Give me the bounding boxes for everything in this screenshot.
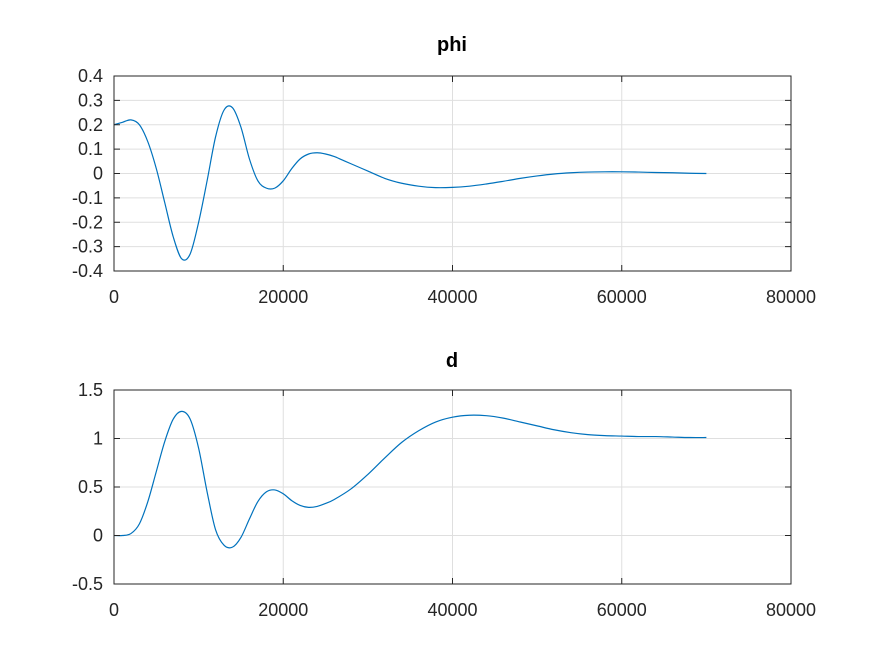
- y-tick-label: 1: [93, 429, 103, 449]
- y-tick-label: 0: [93, 526, 103, 546]
- x-tick-label: 0: [109, 287, 119, 307]
- y-tick-label: 0.3: [78, 90, 103, 110]
- x-tick-label: 60000: [597, 600, 647, 620]
- y-tick-label: 1.5: [78, 380, 103, 400]
- grid-lines: [113, 389, 792, 585]
- series-layer: [113, 410, 707, 549]
- series-layer: [113, 105, 707, 261]
- y-tick-label: -0.1: [72, 188, 103, 208]
- x-tick-label: 80000: [766, 600, 816, 620]
- y-tick-labels: 1.5 1 0.5 0 -0.5: [72, 380, 103, 594]
- y-tick-label: 0.1: [78, 139, 103, 159]
- x-tick-label: 80000: [766, 287, 816, 307]
- series-line: [113, 105, 707, 261]
- chart-title: d: [446, 350, 458, 372]
- x-tick-labels: 0 20000 40000 60000 80000: [109, 600, 816, 620]
- x-tick-labels: 0 20000 40000 60000 80000: [109, 287, 816, 307]
- y-tick-label: -0.3: [72, 237, 103, 257]
- y-tick-labels: 0.4 0.3 0.2 0.1 0 -0.1 -0.2 -0.3 -0.4: [72, 66, 103, 281]
- y-tick-label: 0: [93, 164, 103, 184]
- y-tick-label: 0.2: [78, 115, 103, 135]
- chart-title: phi: [437, 34, 467, 56]
- y-tick-label: -0.5: [72, 574, 103, 594]
- x-tick-label: 40000: [427, 287, 477, 307]
- x-tick-label: 0: [109, 600, 119, 620]
- y-tick-label: 0.4: [78, 66, 103, 86]
- y-tick-label: -0.2: [72, 212, 103, 232]
- series-line: [113, 410, 707, 549]
- tick-marks: [113, 389, 792, 585]
- x-tick-label: 60000: [597, 287, 647, 307]
- x-tick-label: 20000: [258, 287, 308, 307]
- x-tick-label: 20000: [258, 600, 308, 620]
- y-tick-label: -0.4: [72, 261, 103, 281]
- phi-subplot: phi 0 20000 40000 60000 80000 0.40.30.20.10-…: [72, 34, 816, 307]
- d-subplot: d 0 20000 40000 60000 80000 1.5 1 0.5 0 -0.5: [72, 350, 816, 620]
- y-tick-label: 0.5: [78, 477, 103, 497]
- x-tick-label: 40000: [427, 600, 477, 620]
- tick-marks: [113, 75, 792, 272]
